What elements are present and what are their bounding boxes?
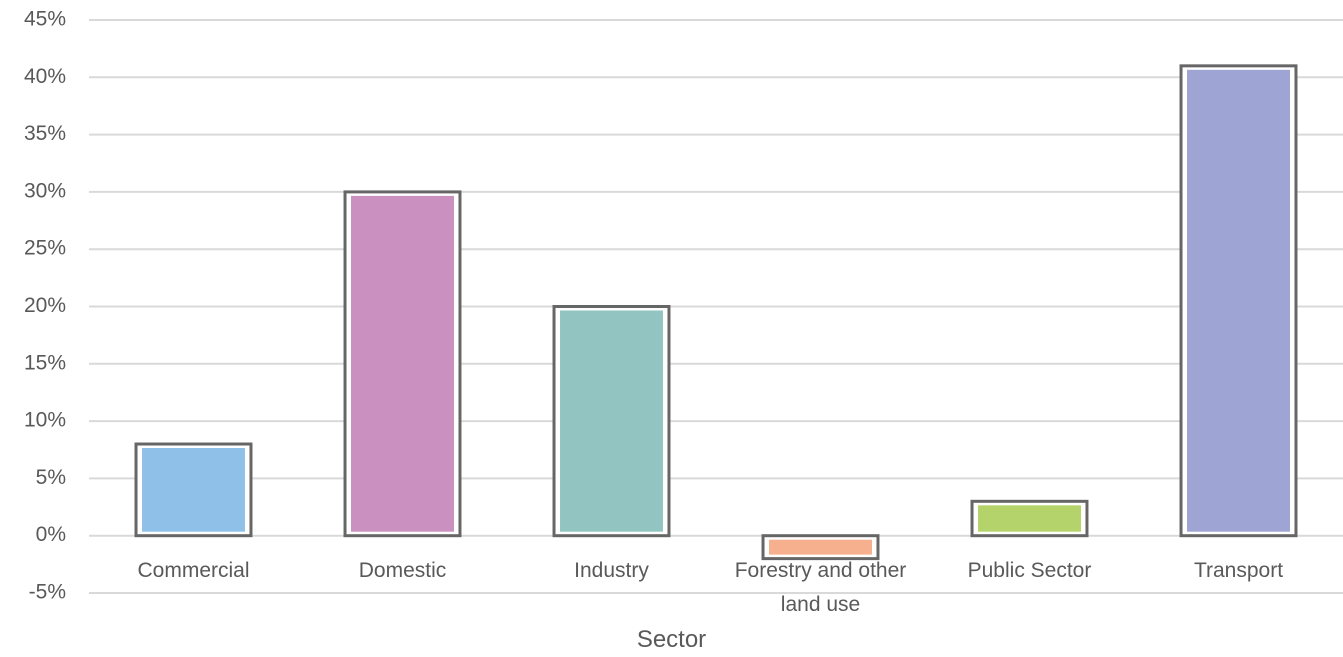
y-tick-label: -5%	[29, 581, 66, 604]
x-tick-label: Public Sector	[967, 559, 1092, 582]
x-tick-label: Domestic	[358, 559, 447, 582]
x-tick-label: Transport	[1193, 559, 1284, 582]
x-tick-label: Industry	[574, 559, 649, 582]
y-tick-label: 45%	[24, 8, 66, 31]
y-tick-label: 35%	[24, 122, 66, 145]
y-tick-label: 5%	[36, 466, 66, 489]
bar	[769, 539, 872, 555]
y-tick-label: 30%	[24, 179, 66, 202]
x-axis-title: Sector	[636, 626, 707, 653]
y-tick-label: 0%	[36, 523, 66, 546]
y-tick-label: 25%	[24, 237, 66, 260]
bar	[351, 195, 454, 532]
y-tick-label: 15%	[24, 351, 66, 374]
bar	[1187, 69, 1290, 532]
x-tick-label: Commercial	[137, 559, 250, 582]
x-tick-label: Forestry and other land use	[734, 559, 907, 616]
bar	[142, 448, 245, 532]
y-tick-label: 40%	[24, 65, 66, 88]
y-tick-label: 20%	[24, 294, 66, 317]
bar	[978, 505, 1081, 532]
y-tick-label: 10%	[24, 409, 66, 432]
bar	[560, 310, 663, 532]
